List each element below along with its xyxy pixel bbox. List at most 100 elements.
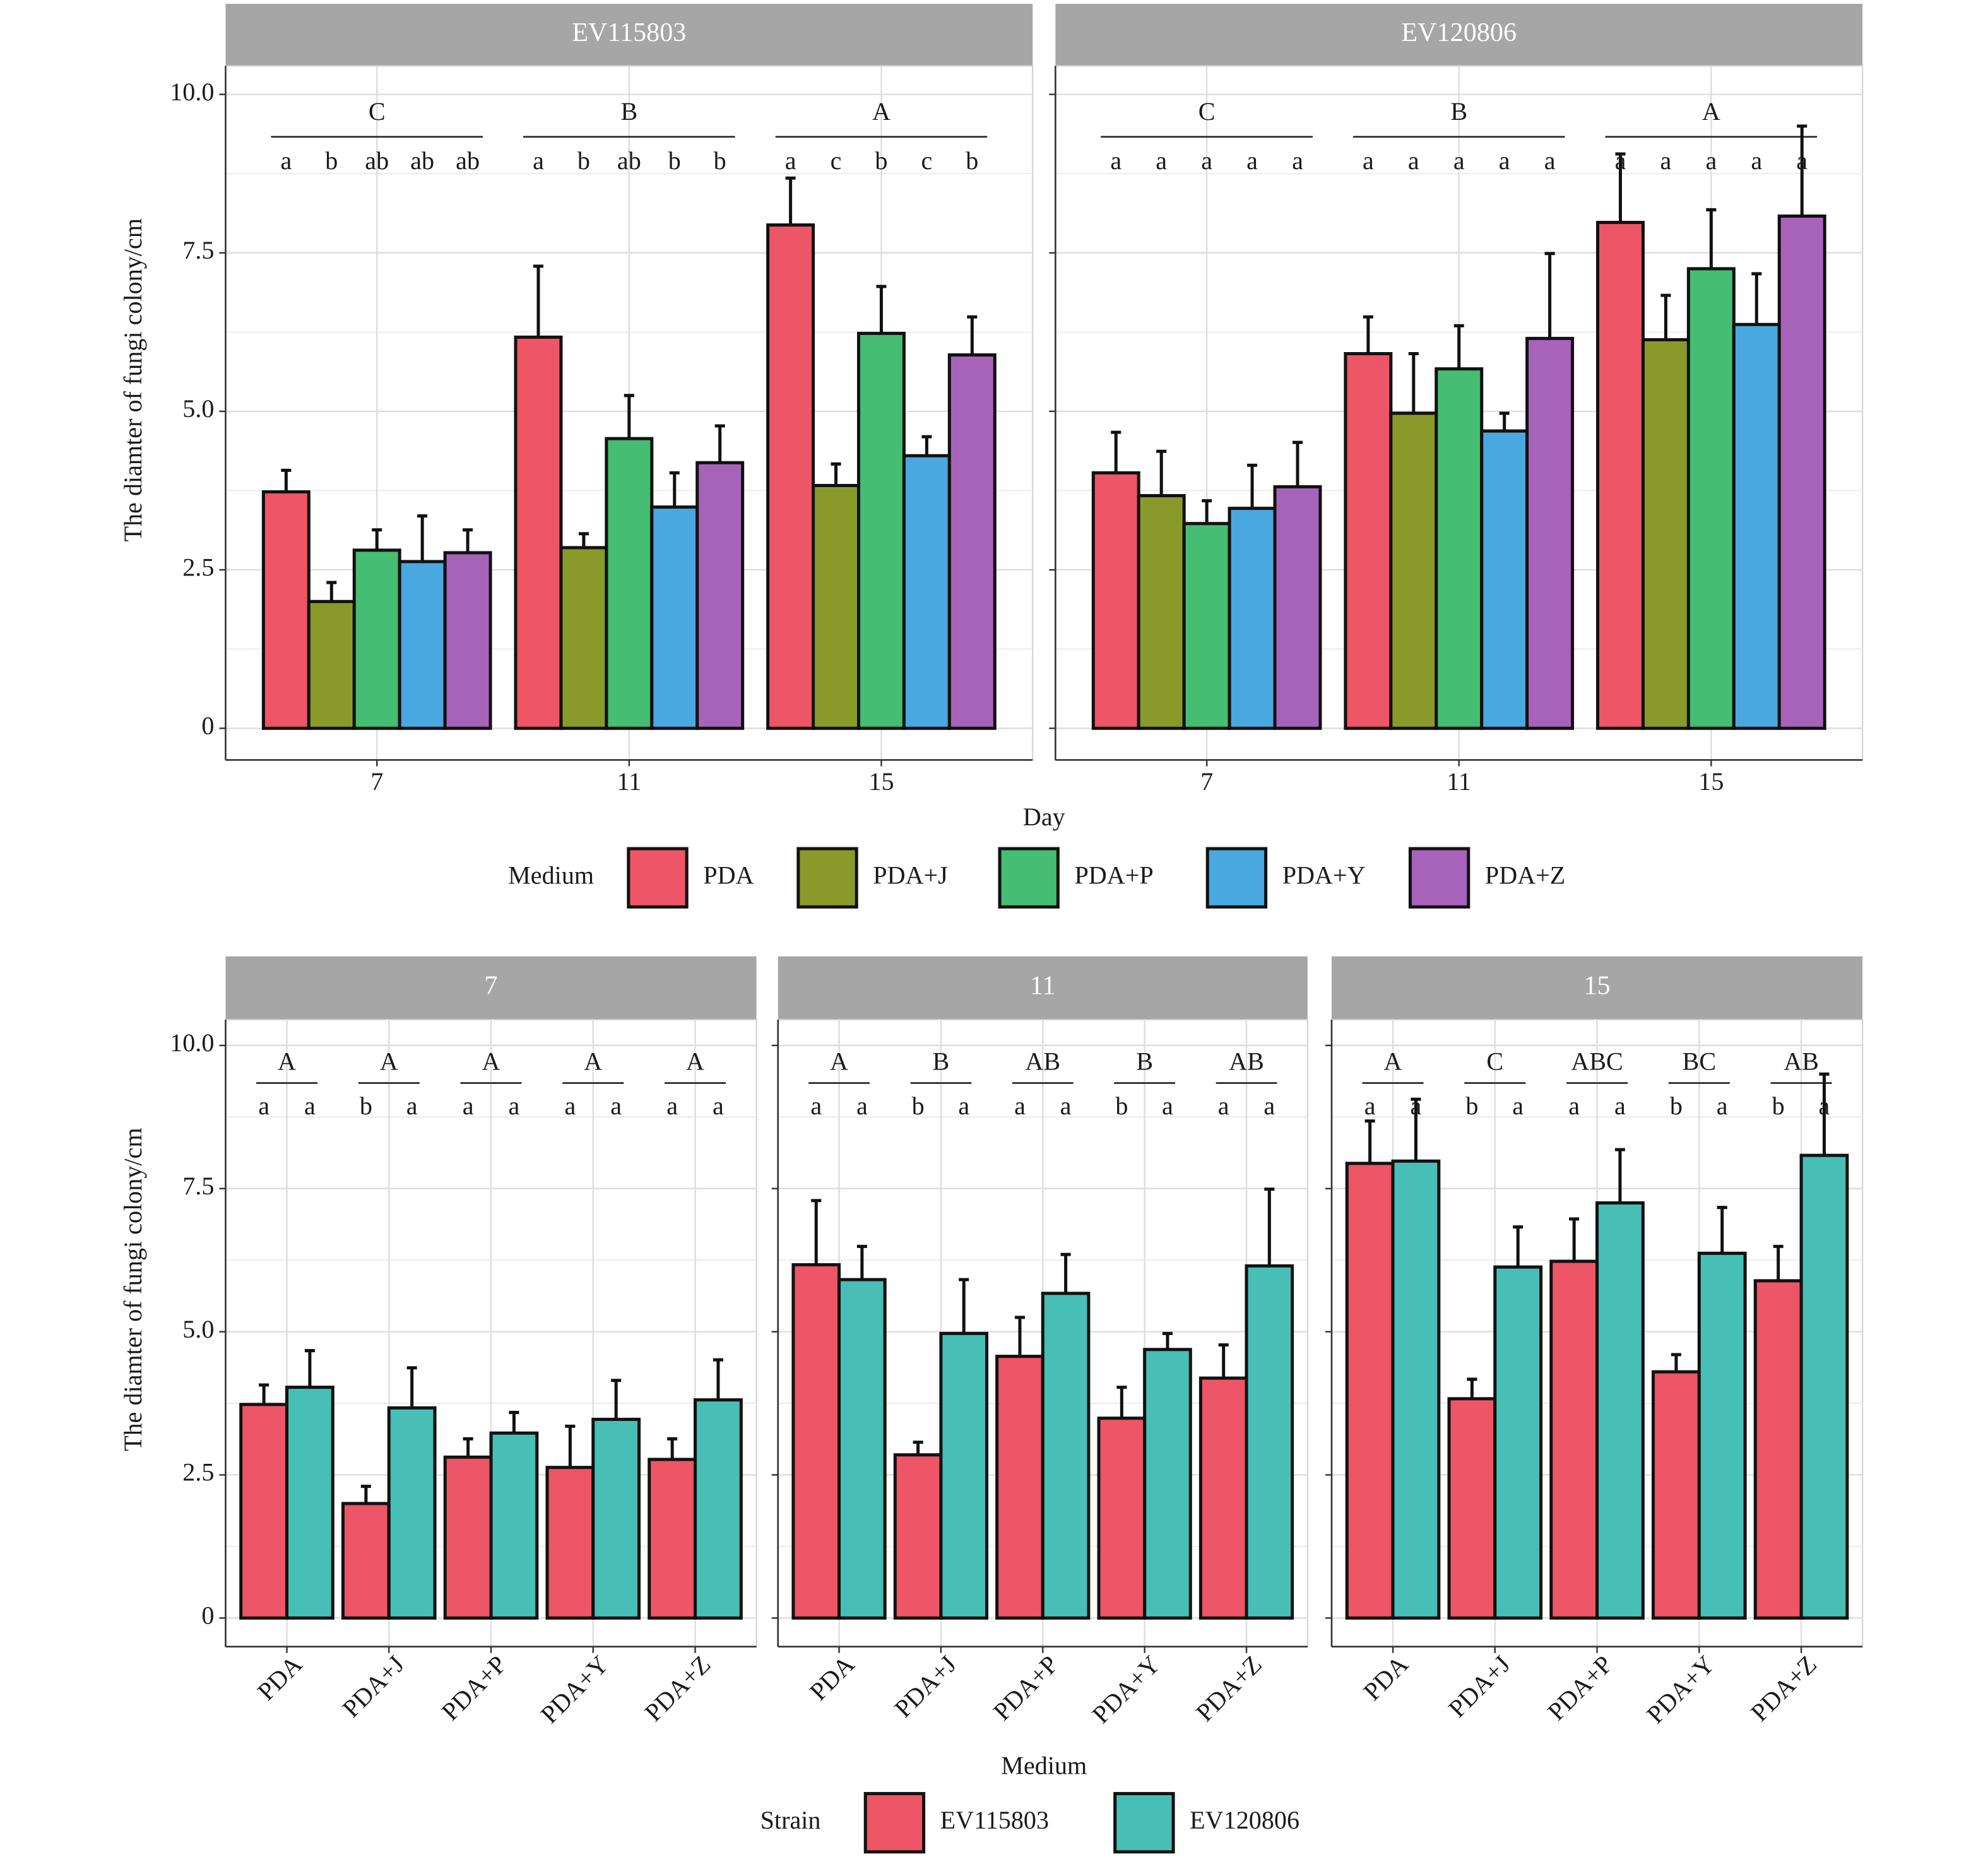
x-tick-label: PDA+J [889,1650,962,1723]
group-letter: AB [1229,1047,1264,1076]
panel-title: 11 [1030,971,1056,1001]
bar [648,1458,697,1620]
significance-letter: b [577,146,590,175]
significance-letter: a [1796,146,1808,175]
bar [1345,1162,1395,1620]
significance-letter: a [1218,1092,1229,1120]
significance-letter: a [1705,146,1717,175]
bar [1686,267,1736,730]
group-letter: A [686,1047,704,1076]
significance-letter: a [1411,1092,1422,1120]
bar [1228,507,1277,730]
significance-letter: b [1465,1092,1478,1120]
bar [1641,338,1690,730]
significance-letter: a [509,1092,520,1120]
significance-letter: a [1717,1092,1728,1120]
y-tick-label: 10.0 [170,1028,214,1057]
significance-letter: ab [617,146,641,175]
x-tick-label: PDA+J [337,1650,410,1723]
bar [591,1417,641,1620]
significance-letter: a [1408,146,1419,175]
group-letter: ABC [1571,1047,1623,1076]
legend-key [1408,847,1470,909]
significance-letter: a [280,146,292,175]
significance-letter: a [533,146,544,175]
significance-letter: b [1115,1092,1128,1120]
group-letter: A [278,1047,296,1076]
x-tick-label: PDA+J [1443,1650,1516,1723]
significance-letter: b [1670,1092,1683,1120]
significance-letter: a [713,1092,724,1120]
bar [1753,1279,1803,1620]
x-tick-label: PDA [1358,1650,1414,1706]
bar [239,1403,289,1620]
significance-letter: a [1614,1092,1626,1120]
significance-letter: a [406,1092,418,1120]
x-tick-label: PDA+Z [1745,1650,1822,1727]
significance-letter: a [1060,1092,1072,1120]
significance-letter: a [564,1092,576,1120]
significance-letter: b [966,146,978,175]
bar [812,483,861,730]
group-letter: A [482,1047,500,1076]
bar [766,223,815,730]
legend-label: EV120806 [1190,1806,1299,1834]
group-letter: AB [1025,1047,1060,1076]
legend-label: EV115803 [940,1806,1049,1834]
group-letter: A [872,97,890,126]
legend-title: Medium [508,861,594,889]
legend-key [796,847,858,909]
x-tick-label: PDA [804,1650,860,1706]
x-tick-label: PDA+Y [535,1650,614,1729]
bar [1447,1397,1497,1620]
bar [837,1278,887,1620]
panel-title: 15 [1583,971,1610,1001]
bar [514,335,563,730]
group-letter: C [1486,1047,1503,1076]
bar [1143,1348,1192,1620]
panel-title: 7 [484,971,497,1001]
legend-key [998,847,1060,909]
bar [1198,1376,1248,1620]
bar [947,353,997,730]
x-tick-label: PDA [252,1650,308,1706]
x-tick-label: 15 [1698,767,1724,796]
group-letter: C [1198,97,1216,126]
bar [1493,1265,1543,1620]
significance-letter: b [360,1092,372,1120]
strip [1055,4,1863,66]
strip [225,4,1033,66]
significance-letter: a [810,1092,822,1120]
bar [398,560,447,730]
bar [1344,351,1393,730]
y-tick-label: 0 [201,1601,214,1630]
group-letter: A [1384,1047,1402,1076]
bar [605,437,654,730]
bar [285,1386,334,1620]
significance-letter: a [1512,1092,1524,1120]
group-letter: BC [1683,1047,1717,1076]
y-tick-label: 5.0 [182,1315,214,1343]
x-tick-label: PDA+P [1542,1650,1618,1726]
group-letter: AB [1784,1047,1819,1076]
legend-key [1113,1792,1175,1854]
y-tick-label: 5.0 [182,394,214,423]
bar [352,548,401,730]
bar [1596,221,1645,730]
legend-label: PDA [703,861,754,889]
bar [650,505,699,730]
bar [695,461,745,730]
strip [1331,956,1863,1020]
group-letter: A [584,1047,602,1076]
x-tick-label: PDA+Y [1087,1650,1166,1729]
x-tick-label: PDA+P [988,1650,1063,1726]
bar [1697,1251,1747,1620]
bar [1435,367,1484,730]
bar [1595,1201,1645,1620]
significance-letter: b [1772,1092,1785,1120]
bar [545,1466,595,1620]
significance-letter: a [1162,1092,1173,1120]
x-tick-label: 7 [370,767,383,796]
bar [559,546,608,730]
